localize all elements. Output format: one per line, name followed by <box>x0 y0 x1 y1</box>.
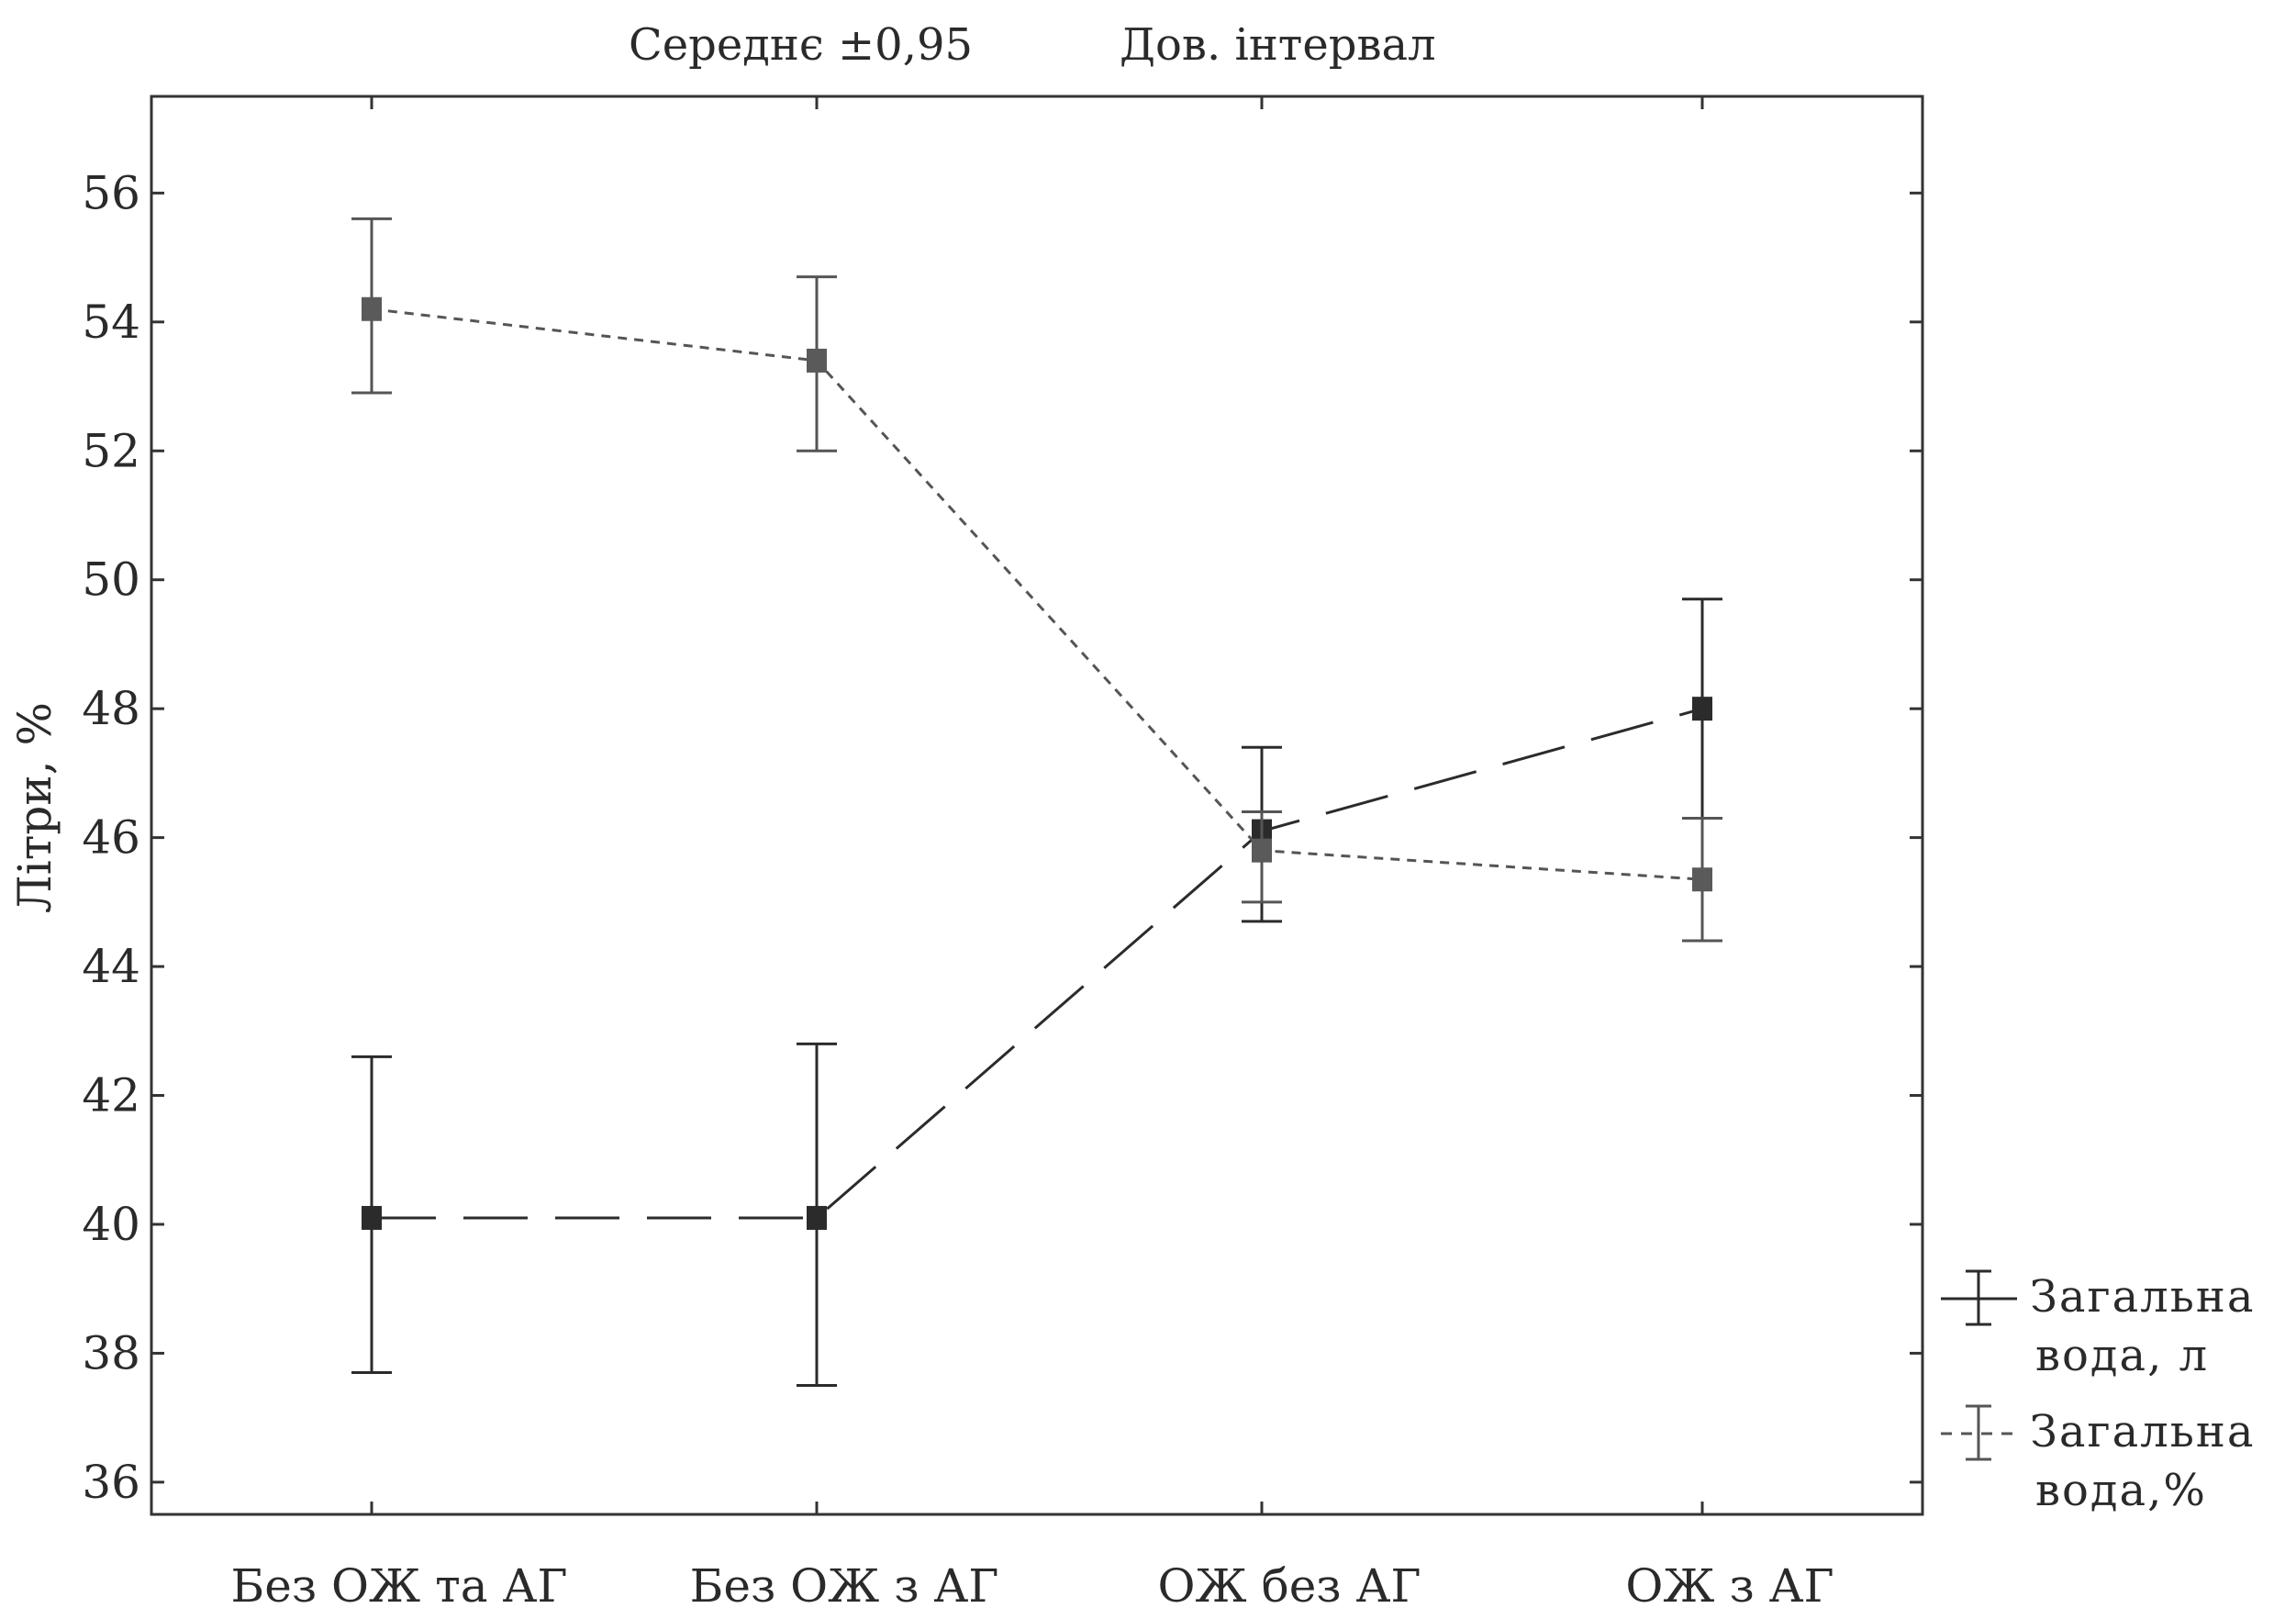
data-point <box>362 296 382 321</box>
x-category-label: ОЖ без АГ <box>1158 1559 1421 1608</box>
legend-label-line2: вода, л <box>2035 1330 2209 1381</box>
y-tick-label: 52 <box>82 424 140 477</box>
legend: Загальна вода, л Загальна вода,% <box>1941 1269 2256 1516</box>
y-tick-label: 56 <box>82 166 140 219</box>
legend-label-line1: Загальна <box>2030 1271 2256 1323</box>
data-point <box>362 1205 382 1230</box>
chart-title-left: Середнє ±0,95 <box>629 19 973 71</box>
y-tick-label: 54 <box>82 296 140 349</box>
y-tick-label: 48 <box>82 682 140 735</box>
y-tick-label: 42 <box>82 1069 140 1122</box>
series-line <box>371 307 1703 881</box>
y-tick-label: 40 <box>82 1198 140 1251</box>
legend-label-line2: вода,% <box>2035 1465 2207 1516</box>
x-category-label: Без ОЖ з АГ <box>690 1559 999 1608</box>
y-tick-label: 44 <box>82 940 140 993</box>
plot-frame <box>150 95 1924 1516</box>
data-point <box>1252 838 1272 863</box>
y-tick-label: 46 <box>82 811 140 865</box>
y-tick-label: 50 <box>82 553 140 607</box>
data-point <box>807 348 827 373</box>
x-category-label: ОЖ з АГ <box>1625 1559 1833 1608</box>
legend-label-line1: Загальна <box>2030 1406 2256 1457</box>
series-line <box>372 707 1703 1220</box>
y-tick-label: 36 <box>82 1456 140 1509</box>
y-tick-label: 38 <box>82 1326 140 1379</box>
y-axis-label: Літри, % <box>8 702 61 913</box>
series-2 <box>351 217 1722 943</box>
series-1 <box>351 597 1722 1388</box>
series-layer <box>351 217 1722 1388</box>
y-axis: 36 38 40 42 44 46 48 50 52 54 56 <box>82 166 1923 1509</box>
data-point <box>1692 697 1712 721</box>
data-point <box>1692 867 1712 892</box>
chart-title-right: Дов. інтервал <box>1120 19 1436 71</box>
x-category-label: Без ОЖ та АГ <box>231 1559 568 1608</box>
x-axis: Без ОЖ та АГ Без ОЖ з АГ ОЖ без АГ ОЖ з АГ <box>231 96 1834 1608</box>
data-point <box>807 1205 827 1230</box>
